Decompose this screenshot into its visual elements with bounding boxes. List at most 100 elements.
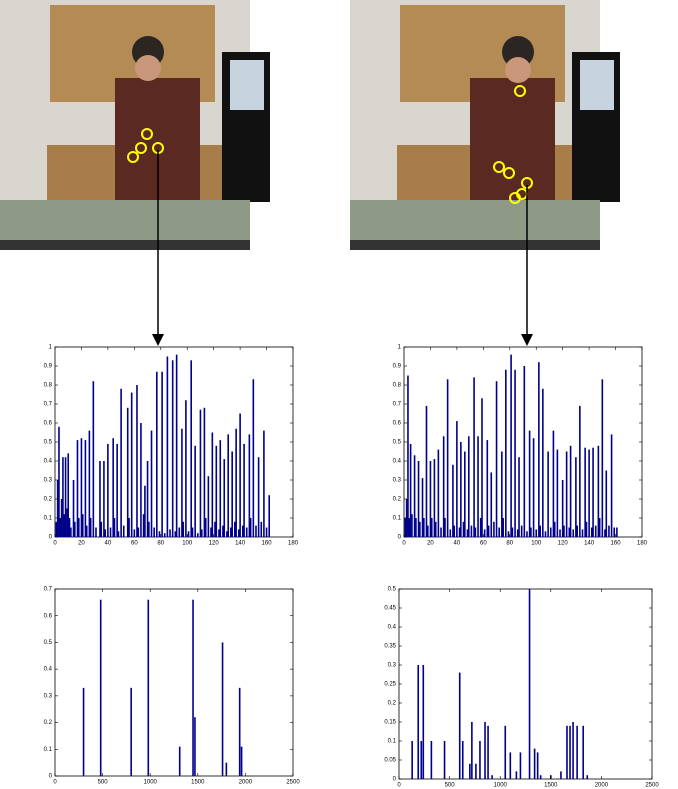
bar bbox=[486, 440, 489, 537]
bar bbox=[133, 529, 136, 537]
bar bbox=[511, 527, 514, 537]
bar bbox=[515, 771, 518, 779]
y-tick-label: 0.2 bbox=[44, 497, 53, 503]
bar bbox=[526, 531, 528, 537]
y-tick-label: 0.45 bbox=[384, 606, 396, 612]
bar bbox=[434, 521, 437, 537]
bar bbox=[249, 518, 252, 537]
bar bbox=[245, 527, 248, 537]
bar bbox=[112, 438, 114, 537]
bar bbox=[63, 514, 66, 537]
bar bbox=[117, 531, 120, 537]
bar bbox=[231, 451, 233, 537]
bar bbox=[239, 413, 241, 537]
y-tick-label: 0.1 bbox=[44, 747, 53, 753]
bar bbox=[215, 445, 218, 537]
bar bbox=[158, 531, 161, 537]
x-tick-label: 160 bbox=[262, 541, 273, 547]
bar bbox=[456, 421, 458, 537]
x-tick-label: 2000 bbox=[595, 783, 609, 789]
bar bbox=[227, 434, 230, 537]
y-tick-label: 0.5 bbox=[44, 640, 53, 646]
bar bbox=[62, 457, 64, 537]
bar bbox=[166, 356, 169, 537]
bar bbox=[171, 360, 174, 537]
bar bbox=[569, 445, 572, 537]
bar bbox=[58, 426, 60, 537]
bar bbox=[419, 521, 421, 537]
x-tick-label: 100 bbox=[182, 541, 193, 547]
bar bbox=[430, 518, 433, 537]
bar bbox=[407, 375, 409, 537]
y-tick-label: 0.6 bbox=[393, 421, 402, 427]
photo-left bbox=[0, 0, 270, 250]
bar bbox=[260, 521, 263, 537]
plot-area bbox=[54, 346, 294, 538]
bar bbox=[514, 369, 516, 537]
bar bbox=[533, 748, 536, 779]
y-tick-label: 0.5 bbox=[388, 587, 397, 593]
bar bbox=[572, 529, 575, 537]
bar bbox=[194, 717, 196, 776]
bar bbox=[458, 672, 461, 779]
bar bbox=[530, 527, 532, 537]
bar bbox=[422, 665, 425, 779]
bar bbox=[544, 531, 547, 537]
bar bbox=[437, 449, 440, 537]
bar bbox=[423, 518, 425, 537]
x-tick-label: 100 bbox=[531, 541, 542, 547]
bar bbox=[137, 527, 140, 537]
y-tick-label: 1 bbox=[49, 345, 53, 351]
bar bbox=[55, 521, 58, 537]
plot-area bbox=[54, 588, 294, 777]
bar bbox=[542, 388, 544, 537]
x-tick-label: 1000 bbox=[494, 783, 508, 789]
bar bbox=[421, 478, 424, 537]
bar bbox=[519, 752, 522, 779]
bar bbox=[420, 741, 423, 779]
bar bbox=[576, 525, 579, 537]
bar bbox=[126, 407, 129, 537]
bar bbox=[81, 514, 84, 537]
y-tick-label: 0.2 bbox=[44, 720, 53, 726]
bar bbox=[563, 525, 565, 537]
x-tick-label: 500 bbox=[98, 780, 109, 786]
x-tick-label: 0 bbox=[53, 780, 57, 786]
bar bbox=[568, 527, 571, 537]
bar bbox=[613, 527, 616, 537]
bar bbox=[425, 405, 428, 537]
bar bbox=[128, 518, 130, 537]
y-tick-label: 0.3 bbox=[44, 478, 53, 484]
bar bbox=[608, 525, 610, 537]
y-tick-label: 0 bbox=[398, 535, 402, 541]
y-tick-label: 0.4 bbox=[388, 625, 397, 631]
bar bbox=[222, 525, 224, 537]
bar bbox=[520, 525, 523, 537]
bar bbox=[579, 405, 581, 537]
bar bbox=[538, 362, 540, 537]
bar bbox=[504, 725, 507, 779]
x-tick-label: 1500 bbox=[191, 780, 205, 786]
bar bbox=[76, 440, 79, 537]
bar bbox=[113, 518, 116, 537]
bar bbox=[161, 371, 163, 537]
y-tick-label: 0.4 bbox=[44, 459, 53, 465]
y-tick-label: 0.3 bbox=[388, 663, 397, 669]
x-tick-label: 2000 bbox=[239, 780, 253, 786]
bar bbox=[461, 741, 464, 779]
bar bbox=[452, 464, 454, 537]
x-tick-label: 180 bbox=[637, 541, 648, 547]
bar bbox=[484, 722, 486, 779]
bar bbox=[82, 687, 85, 776]
bar bbox=[453, 525, 456, 537]
bar bbox=[493, 521, 495, 537]
bar bbox=[604, 529, 606, 537]
x-tick-label: 180 bbox=[288, 541, 299, 547]
x-tick-label: 80 bbox=[506, 541, 513, 547]
y-tick-label: 0.9 bbox=[393, 364, 402, 370]
y-tick-label: 0.8 bbox=[44, 383, 53, 389]
bar bbox=[142, 514, 145, 537]
x-tick-label: 40 bbox=[454, 541, 461, 547]
bar bbox=[481, 398, 483, 537]
y-tick-label: 0.2 bbox=[388, 701, 397, 707]
